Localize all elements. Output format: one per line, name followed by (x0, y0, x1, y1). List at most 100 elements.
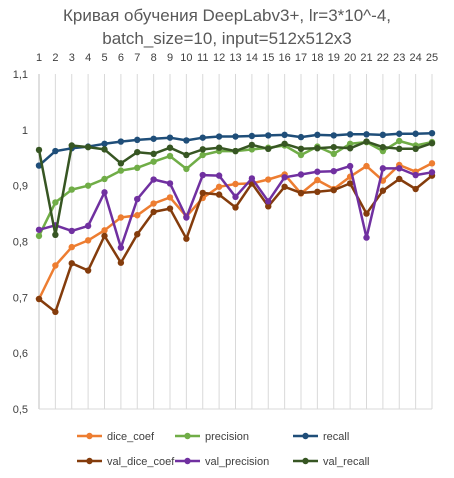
data-point-val_recall (134, 148, 141, 156)
data-point-recall (183, 137, 190, 144)
legend-label-dice_coef: dice_coef (107, 431, 155, 443)
data-point-recall (215, 133, 223, 140)
x-tick-label: 7 (134, 52, 140, 64)
data-point-val_recall (363, 138, 370, 145)
legend-marker-val_dice_coef (86, 457, 93, 465)
data-point-recall (265, 132, 272, 139)
data-point-val_precision (314, 168, 321, 175)
data-point-dice_coef (363, 162, 370, 170)
data-point-dice_coef (314, 176, 321, 184)
data-point-val_precision (297, 171, 305, 178)
data-point-recall (314, 131, 321, 139)
data-point-val_dice_coef (297, 189, 305, 197)
y-tick-label: 0,6 (13, 348, 28, 360)
data-point-recall (297, 133, 305, 141)
legend-label-val_dice_coef: val_dice_coef (107, 456, 175, 468)
x-tick-label: 23 (393, 52, 405, 64)
data-point-val_dice_coef (346, 180, 354, 187)
x-tick-label: 5 (101, 52, 107, 64)
legend-label-precision: precision (205, 431, 249, 443)
data-point-val_precision (84, 222, 92, 230)
x-tick-label: 20 (344, 52, 356, 64)
x-tick-label: 24 (410, 52, 422, 64)
legend-marker-recall (302, 432, 309, 440)
data-point-dice_coef (117, 214, 125, 221)
data-point-val_recall (314, 145, 321, 152)
data-point-precision (35, 232, 43, 240)
x-tick-label: 12 (213, 52, 225, 64)
y-tick-label: 1,1 (13, 69, 28, 81)
x-tick-label: 10 (180, 52, 192, 64)
legend-label-recall: recall (323, 431, 349, 443)
x-tick-label: 3 (69, 52, 75, 64)
y-tick-label: 1 (22, 125, 28, 137)
legend-marker-val_recall (302, 457, 309, 465)
data-point-dice_coef (166, 194, 174, 201)
data-point-val_precision (150, 176, 157, 183)
data-point-val_recall (396, 145, 403, 153)
data-point-recall (363, 131, 370, 138)
x-tick-label: 17 (295, 52, 307, 64)
data-point-recall (379, 131, 387, 139)
data-point-dice_coef (232, 180, 239, 188)
data-point-val_dice_coef (52, 308, 59, 316)
data-point-val_recall (52, 231, 59, 238)
data-point-dice_coef (52, 262, 59, 269)
data-point-val_dice_coef (199, 189, 206, 197)
x-tick-label: 19 (328, 52, 340, 64)
data-point-val_dice_coef (314, 188, 321, 196)
data-point-val_precision (248, 175, 256, 182)
data-point-val_dice_coef (68, 260, 75, 267)
x-tick-label: 25 (426, 52, 438, 64)
data-point-val_recall (248, 141, 256, 149)
data-point-val_precision (199, 171, 206, 179)
legend-marker-dice_coef (86, 432, 93, 440)
x-tick-label: 6 (118, 52, 124, 64)
data-point-val_recall (35, 146, 43, 154)
x-tick-label: 1 (36, 52, 42, 64)
y-tick-label: 0,9 (13, 181, 28, 193)
data-point-precision (199, 151, 206, 159)
data-point-val_precision (215, 172, 223, 179)
data-point-val_recall (84, 143, 92, 151)
data-point-precision (248, 146, 256, 153)
data-point-val_dice_coef (134, 231, 141, 238)
x-tick-label: 9 (167, 52, 173, 64)
data-point-precision (330, 150, 337, 158)
data-point-precision (68, 186, 75, 193)
data-point-precision (183, 165, 190, 173)
data-point-recall (117, 138, 125, 145)
data-point-val_dice_coef (183, 235, 190, 242)
data-point-val_recall (412, 145, 419, 153)
data-point-val_precision (412, 171, 419, 179)
data-point-dice_coef (84, 237, 92, 244)
data-point-val_recall (330, 143, 337, 151)
data-point-recall (281, 131, 288, 139)
x-tick-label: 16 (279, 52, 291, 64)
data-point-precision (396, 137, 403, 145)
data-point-val_dice_coef (396, 175, 403, 183)
data-point-recall (150, 135, 157, 142)
data-point-val_precision (166, 180, 174, 187)
data-point-val_recall (166, 144, 174, 151)
data-point-val_recall (297, 145, 305, 153)
x-tick-label: 15 (262, 52, 274, 64)
data-point-val_recall (117, 160, 125, 167)
data-point-val_dice_coef (379, 187, 387, 194)
x-tick-label: 11 (197, 52, 208, 64)
data-point-recall (134, 136, 141, 144)
legend-label-val_recall: val_recall (323, 456, 369, 468)
data-point-recall (52, 147, 59, 155)
data-point-precision (166, 152, 174, 160)
x-tick-label: 13 (229, 52, 241, 64)
data-point-val_precision (379, 165, 387, 172)
chart-title-line-1: Кривая обучения DeepLabv3+, lr=3*10^-4, (62, 6, 391, 25)
data-point-val_dice_coef (363, 210, 370, 217)
data-point-val_recall (379, 143, 387, 151)
data-point-precision (134, 164, 141, 171)
x-tick-label: 21 (360, 52, 372, 64)
data-point-recall (101, 140, 108, 147)
data-point-val_precision (330, 167, 337, 175)
data-point-recall (232, 133, 239, 140)
